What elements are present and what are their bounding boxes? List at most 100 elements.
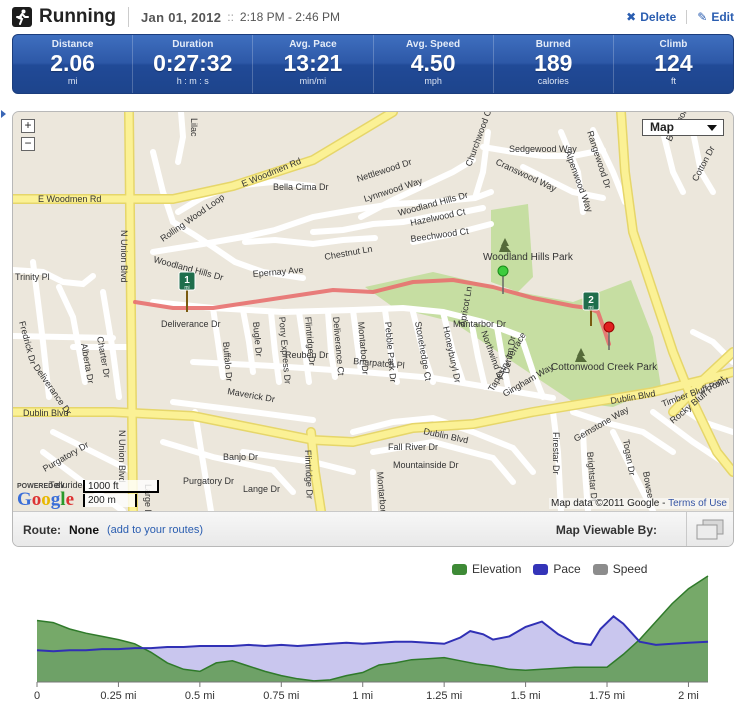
label-deliverance: Deliverance Dr bbox=[161, 319, 221, 329]
legend-swatch bbox=[452, 563, 467, 575]
label-montarbor-s: Montarbor Dr bbox=[375, 471, 390, 511]
label-union-blvd2: N Union Blvd bbox=[117, 430, 127, 483]
x-tick-label: 1.75 mi bbox=[589, 690, 625, 702]
label-woodland-park: Woodland Hills Park bbox=[483, 252, 574, 263]
legend-swatch bbox=[533, 563, 549, 575]
map-credit: Map data ©2011 Google - Terms of Use bbox=[549, 498, 729, 509]
legend-label: Elevation bbox=[472, 562, 522, 576]
legend-elevation[interactable]: Elevation bbox=[452, 562, 521, 576]
label-epernay: Epernay Ave bbox=[252, 265, 304, 279]
start-pin-icon[interactable] bbox=[497, 265, 509, 294]
label-telluride: Telluride bbox=[49, 480, 83, 490]
label-beechwood: Beechwood Ct bbox=[410, 226, 470, 244]
park-labels: Woodland Hills Park Cottonwood Creek Par… bbox=[483, 252, 658, 373]
stat-unit: min/mi bbox=[299, 76, 327, 86]
label-buffalo: Buffalo Dr bbox=[221, 341, 234, 382]
zoom-in-button[interactable]: + bbox=[21, 119, 35, 133]
legend-speed[interactable]: Speed bbox=[592, 562, 648, 576]
stat-unit: calories bbox=[537, 76, 569, 86]
activity-time-range: 2:18 PM - 2:46 PM bbox=[239, 10, 340, 24]
route-map[interactable]: E Woodmen Rd E Woodmen Rd Bella Cima Dr … bbox=[13, 112, 733, 511]
label-cranswood: Cranswood Way bbox=[494, 157, 558, 194]
map-canvas: E Woodmen Rd E Woodmen Rd Bella Cima Dr … bbox=[13, 112, 733, 511]
stat-avg-pace: Avg. Pace 13:21 min/mi bbox=[252, 35, 372, 93]
google-wordmark: Google bbox=[17, 489, 74, 510]
stat-climb: Climb 124 ft bbox=[612, 35, 733, 93]
x-tick-label: 0 bbox=[34, 690, 40, 702]
terms-of-use-link[interactable]: Terms of Use bbox=[668, 498, 727, 509]
label-bugle: Bugle Dr bbox=[251, 321, 264, 357]
edit-label: Edit bbox=[711, 10, 734, 24]
label-brightstar: Brightstar Dr bbox=[585, 451, 599, 502]
legend-label: Speed bbox=[612, 562, 648, 576]
add-to-routes-link[interactable]: (add to your routes) bbox=[107, 524, 203, 536]
activity-header: Running Jan 01, 2012 :: 2:18 PM - 2:46 P… bbox=[12, 4, 734, 30]
x-tick-label: 1.5 mi bbox=[511, 690, 541, 702]
edit-button[interactable]: ✎ Edit bbox=[697, 10, 734, 24]
map-viewable-label: Map Viewable By: bbox=[555, 523, 657, 537]
activity-date: Jan 01, 2012 bbox=[141, 9, 222, 25]
stat-unit: mi bbox=[67, 76, 78, 86]
label-chestnut: Chestnut Ln bbox=[324, 244, 374, 262]
stat-unit: mph bbox=[424, 76, 442, 86]
stat-value: 13:21 bbox=[283, 50, 343, 76]
mile-marker-unit: mi bbox=[184, 285, 189, 291]
zoom-out-button[interactable]: − bbox=[21, 137, 35, 151]
stat-unit: h : m : s bbox=[176, 76, 209, 86]
map-visibility: Map Viewable By: bbox=[555, 512, 733, 547]
map-panel: E Woodmen Rd E Woodmen Rd Bella Cima Dr … bbox=[12, 111, 734, 547]
label-woodmen-rd-w: E Woodmen Rd bbox=[38, 194, 101, 204]
stat-avg-speed: Avg. Speed 4.50 mph bbox=[372, 35, 493, 93]
label-montarbor: Montarbor Dr bbox=[356, 321, 371, 375]
date-time-separator: :: bbox=[227, 10, 234, 24]
label-fall-river: Fall River Dr bbox=[388, 442, 438, 452]
woodland-hills-park-area bbox=[491, 204, 533, 292]
delete-label: Delete bbox=[640, 10, 677, 24]
major-roads bbox=[13, 112, 733, 511]
chart-legend: Elevation Pace Speed bbox=[452, 562, 647, 576]
delete-icon: ✖ bbox=[626, 10, 637, 24]
x-tick-label: 1 mi bbox=[352, 690, 373, 702]
legend-swatch bbox=[592, 563, 608, 575]
header-divider bbox=[128, 7, 130, 27]
stat-duration: Duration 0:27:32 h : m : s bbox=[132, 35, 252, 93]
mile-marker-1: 1 mi bbox=[178, 271, 196, 312]
map-type-label: Map bbox=[650, 120, 674, 134]
legend-pace[interactable]: Pace bbox=[533, 562, 581, 576]
route-bar: Route: None (add to your routes) Map Vie… bbox=[13, 511, 733, 547]
scale-meters: 200 m bbox=[83, 494, 137, 507]
label-cottonwood-park: Cottonwood Creek Park bbox=[551, 362, 658, 373]
label-flintridge: Flintridge Dr bbox=[303, 316, 317, 366]
label-briarpatch: Briarpatch Pl bbox=[353, 356, 405, 370]
pace-line bbox=[36, 614, 709, 653]
fullscreen-icon[interactable] bbox=[687, 512, 733, 547]
legend-label: Pace bbox=[553, 562, 581, 576]
label-reuben: Reuben Dr bbox=[285, 350, 329, 360]
dropdown-arrow-icon bbox=[707, 125, 717, 131]
label-large: Large Dr bbox=[143, 484, 153, 511]
label-trinity: Trinity Pl bbox=[15, 272, 50, 282]
google-logo[interactable]: POWERED BY Google bbox=[17, 483, 79, 509]
label-bella-cima: Bella Cima Dr bbox=[273, 182, 329, 192]
label-firestar: Firestar Dr bbox=[551, 432, 561, 475]
lock-icon[interactable] bbox=[664, 512, 687, 546]
map-data-credit: Map data ©2011 Google - bbox=[551, 498, 666, 509]
finish-pin-icon[interactable] bbox=[603, 321, 615, 350]
label-stonehedge: Stonehedge Ct bbox=[413, 321, 433, 382]
label-mountainside: Mountainside Dr bbox=[393, 460, 459, 470]
map-type-select[interactable]: Map bbox=[642, 119, 724, 136]
delete-button[interactable]: ✖ Delete bbox=[626, 10, 676, 24]
stat-distance: Distance 2.06 mi bbox=[13, 35, 132, 93]
label-purgatory: Purgatory Dr bbox=[183, 476, 234, 486]
x-tick-label: 0.5 mi bbox=[185, 690, 215, 702]
mile-marker-2: 2 mi bbox=[582, 291, 600, 326]
route-name: None bbox=[69, 523, 99, 537]
elevation-pace-chart[interactable]: 0 0.25 mi 0.5 mi 0.75 mi 1 mi 1.25 mi 1.5 mi 1.… bbox=[0, 572, 746, 713]
stat-label: Climb bbox=[659, 39, 688, 50]
label-bowse: Bowse bbox=[641, 471, 656, 499]
mile-marker-unit: mi bbox=[588, 305, 593, 311]
label-maverick: Maverick Dr bbox=[227, 386, 276, 404]
powered-by-label: POWERED BY bbox=[17, 483, 65, 490]
stat-value: 4.50 bbox=[410, 50, 456, 76]
